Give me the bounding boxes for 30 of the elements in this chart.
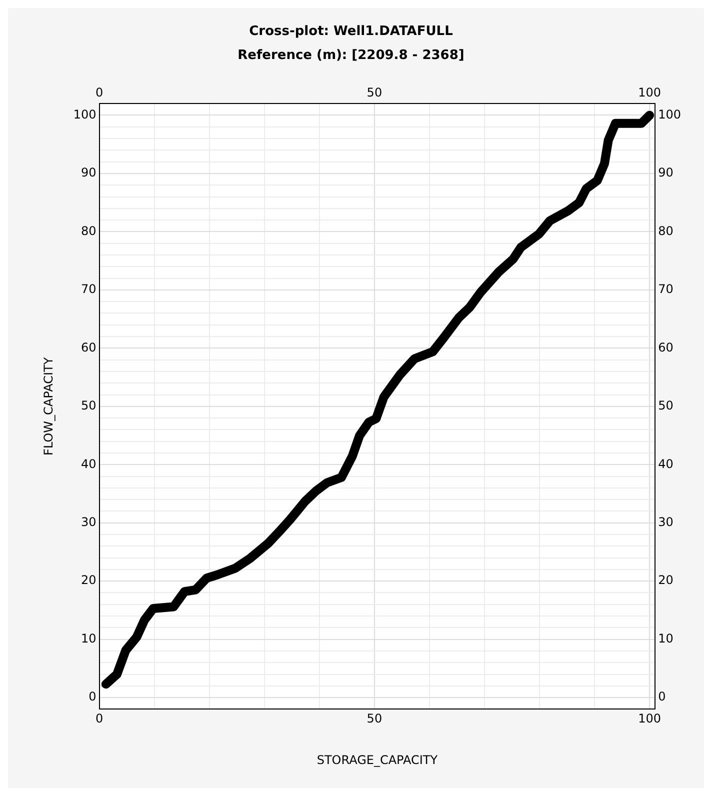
y-tick-label: 100 [73,107,96,122]
y2-tick-label: 20 [658,573,674,588]
y-tick-label: 40 [81,456,96,471]
y2-tick-label: 90 [658,166,674,180]
y2-tick-label: 50 [658,398,674,413]
y2-tick-label: 100 [658,107,681,122]
y-tick-label: 20 [81,573,96,588]
y-tick-label: 0 [88,690,96,704]
y2-tick-label: 10 [658,631,674,646]
x-tick-label: 100 [638,712,662,726]
y2-tick-label: 80 [658,224,674,238]
y-tick-label: 80 [81,224,96,238]
y-tick-label: 10 [81,631,96,646]
x2-tick-label: 50 [366,86,382,100]
y2-tick-label: 30 [658,514,674,529]
y-tick-label: 90 [81,166,96,180]
y-tick-label: 70 [81,282,96,296]
y-axis-title: FLOW_CAPACITY [41,356,56,456]
y-tick-label: 50 [81,398,96,413]
y2-tick-label: 70 [658,282,674,296]
y2-tick-label: 60 [658,340,674,354]
y-tick-label: 60 [81,340,96,354]
x2-tick-label: 100 [638,86,662,100]
y2-tick-label: 40 [658,456,674,471]
y-tick-label: 30 [81,514,96,529]
chart-title: Cross-plot: Well1.DATAFULL [249,24,453,40]
chart-subtitle: Reference (m): [2209.8 - 2368] [238,48,464,63]
y2-tick-label: 0 [658,690,666,704]
x-axis-title: STORAGE_CAPACITY [316,752,438,767]
x-tick-label: 50 [366,712,382,726]
